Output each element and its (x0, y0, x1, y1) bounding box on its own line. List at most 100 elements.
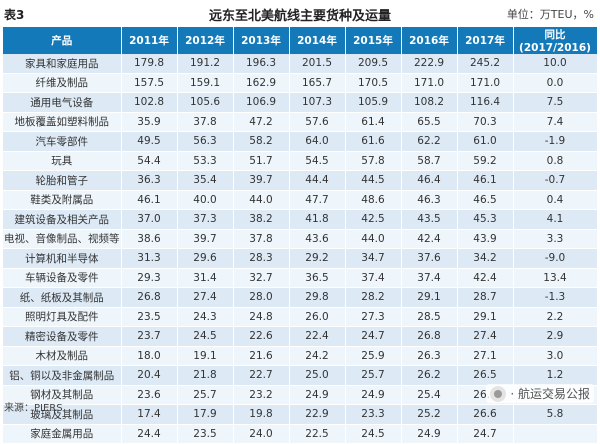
column-header: 2016年 (401, 27, 458, 54)
value-cell: 46.1 (457, 170, 514, 191)
table-row: 铝、铜以及非金属制品 20.4 21.8 22.7 25.0 25.7 26.2 26.5 1.… (3, 365, 598, 386)
value-cell: 28.5 (401, 307, 458, 327)
value-cell: 23.5 (121, 307, 178, 327)
table-row: 纸、纸板及其制品 26.8 27.4 28.0 29.8 28.2 29.1 28.7 -1.3 (3, 287, 598, 308)
value-cell: 46.1 (121, 190, 178, 210)
value-cell: 0.8 (513, 151, 598, 171)
value-cell: 116.4 (457, 92, 514, 113)
value-cell: 24.9 (345, 385, 402, 405)
value-cell: 37.0 (121, 209, 178, 230)
product-cell: 木材及制品 (3, 346, 122, 366)
value-cell: 22.7 (233, 365, 290, 386)
value-cell: 42.5 (345, 209, 402, 230)
product-cell: 钢材及其制品 (3, 385, 122, 405)
value-cell: 22.5 (289, 424, 346, 444)
table-row: 照明灯具及配件 23.5 24.3 24.8 26.0 27.3 28.5 29.1 2.2 (3, 307, 598, 327)
value-cell: 44.0 (345, 229, 402, 249)
value-cell: 42.4 (401, 229, 458, 249)
value-cell: 26.5 (457, 365, 514, 386)
value-cell: 36.5 (289, 268, 346, 288)
value-cell: 27.1 (457, 346, 514, 366)
table-row: 家具和家庭用品 179.8 191.2 196.3 201.5 209.5 222.9 245… (3, 54, 598, 74)
value-cell: 26.3 (401, 346, 458, 366)
table-body: 家具和家庭用品 179.8 191.2 196.3 201.5 209.5 222.9 245… (3, 54, 598, 444)
value-cell: 25.2 (401, 404, 458, 425)
value-cell: -9.0 (513, 248, 598, 269)
product-cell: 车辆设备及零件 (3, 268, 122, 288)
value-cell: 28.2 (345, 287, 402, 308)
value-cell: 37.6 (401, 248, 458, 269)
value-cell: 34.7 (345, 248, 402, 269)
table-row: 玻璃及其制品 17.4 17.9 19.8 22.9 23.3 25.2 26.6 5.8 (3, 404, 598, 425)
value-cell: 1.2 (513, 365, 598, 386)
value-cell: 57.8 (345, 151, 402, 171)
value-cell: 37.8 (233, 229, 290, 249)
unit-label: 单位：万TEU，% (506, 8, 594, 21)
value-cell: 54.4 (121, 151, 178, 171)
value-cell: 54.5 (289, 151, 346, 171)
product-cell: 地板覆盖如塑料制品 (3, 112, 122, 132)
value-cell: 43.6 (289, 229, 346, 249)
table-row: 汽车零部件 49.5 56.3 58.2 64.0 61.6 62.2 61.0 -1.9 (3, 131, 598, 152)
table-row: 车辆设备及零件 29.3 31.4 32.7 36.5 37.4 37.4 42.4 13.4 (3, 268, 598, 288)
value-cell: 19.8 (233, 404, 290, 425)
product-cell: 轮胎和管子 (3, 170, 122, 191)
product-cell: 玩具 (3, 151, 122, 171)
value-cell: 42.4 (457, 268, 514, 288)
value-cell: 64.0 (289, 131, 346, 152)
value-cell: 18.0 (121, 346, 178, 366)
table-row: 轮胎和管子 36.3 35.4 39.7 44.4 44.5 46.4 46.1 -0.7 (3, 170, 598, 191)
value-cell: 106.9 (233, 92, 290, 113)
value-cell (513, 424, 598, 444)
value-cell: 2.9 (513, 326, 598, 347)
value-cell: 2.2 (513, 307, 598, 327)
value-cell: 24.2 (289, 346, 346, 366)
value-cell: -1.9 (513, 131, 598, 152)
value-cell: 48.6 (345, 190, 402, 210)
value-cell: 32.7 (233, 268, 290, 288)
value-cell: -1.3 (513, 287, 598, 308)
table-number: 表3 (4, 8, 25, 22)
value-cell: 24.5 (345, 424, 402, 444)
value-cell: 25.9 (345, 346, 402, 366)
product-cell: 照明灯具及配件 (3, 307, 122, 327)
column-header: 2012年 (177, 27, 234, 54)
value-cell: 46.4 (401, 170, 458, 191)
value-cell: 27.3 (345, 307, 402, 327)
value-cell: 28.7 (457, 287, 514, 308)
value-cell: 245.2 (457, 54, 514, 74)
table-title: 远东至北美航线主要货种及运量 (208, 9, 391, 24)
product-cell: 家具和家庭用品 (3, 54, 122, 74)
value-cell: 105.6 (177, 92, 234, 113)
value-cell: 70.3 (457, 112, 514, 132)
value-cell: 61.0 (457, 131, 514, 152)
value-cell: 36.3 (121, 170, 178, 191)
value-cell: 58.7 (401, 151, 458, 171)
value-cell: 37.4 (401, 268, 458, 288)
value-cell: 38.6 (121, 229, 178, 249)
value-cell: 209.5 (345, 54, 402, 74)
wechat-icon (490, 385, 507, 402)
value-cell: 162.9 (233, 73, 290, 93)
value-cell: 159.1 (177, 73, 234, 93)
value-cell: 35.4 (177, 170, 234, 191)
value-cell: 26.8 (121, 287, 178, 308)
table-row: 建筑设备及相关产品 37.0 37.3 38.2 41.8 42.5 43.5 45.3 4.1 (3, 209, 598, 230)
column-header: 2014年 (289, 27, 346, 54)
product-cell: 纤维及制品 (3, 73, 122, 93)
value-cell: 24.9 (289, 385, 346, 405)
value-cell: 102.8 (121, 92, 178, 113)
value-cell: 29.6 (177, 248, 234, 269)
column-header-product: 产品 (3, 27, 122, 54)
value-cell: 24.7 (345, 326, 402, 347)
value-cell: 24.5 (177, 326, 234, 347)
table-row: 家庭金属用品 24.4 23.5 24.0 22.5 24.5 24.9 24.7 (3, 424, 598, 444)
value-cell: 44.4 (289, 170, 346, 191)
product-cell: 通用电气设备 (3, 92, 122, 113)
table-caption: 表3 远东至北美航线主要货种及运量 单位：万TEU，% (0, 0, 600, 26)
product-cell: 精密设备及零件 (3, 326, 122, 347)
product-cell: 计算机和半导体 (3, 248, 122, 269)
value-cell: 17.4 (121, 404, 178, 425)
value-cell: 47.2 (233, 112, 290, 132)
